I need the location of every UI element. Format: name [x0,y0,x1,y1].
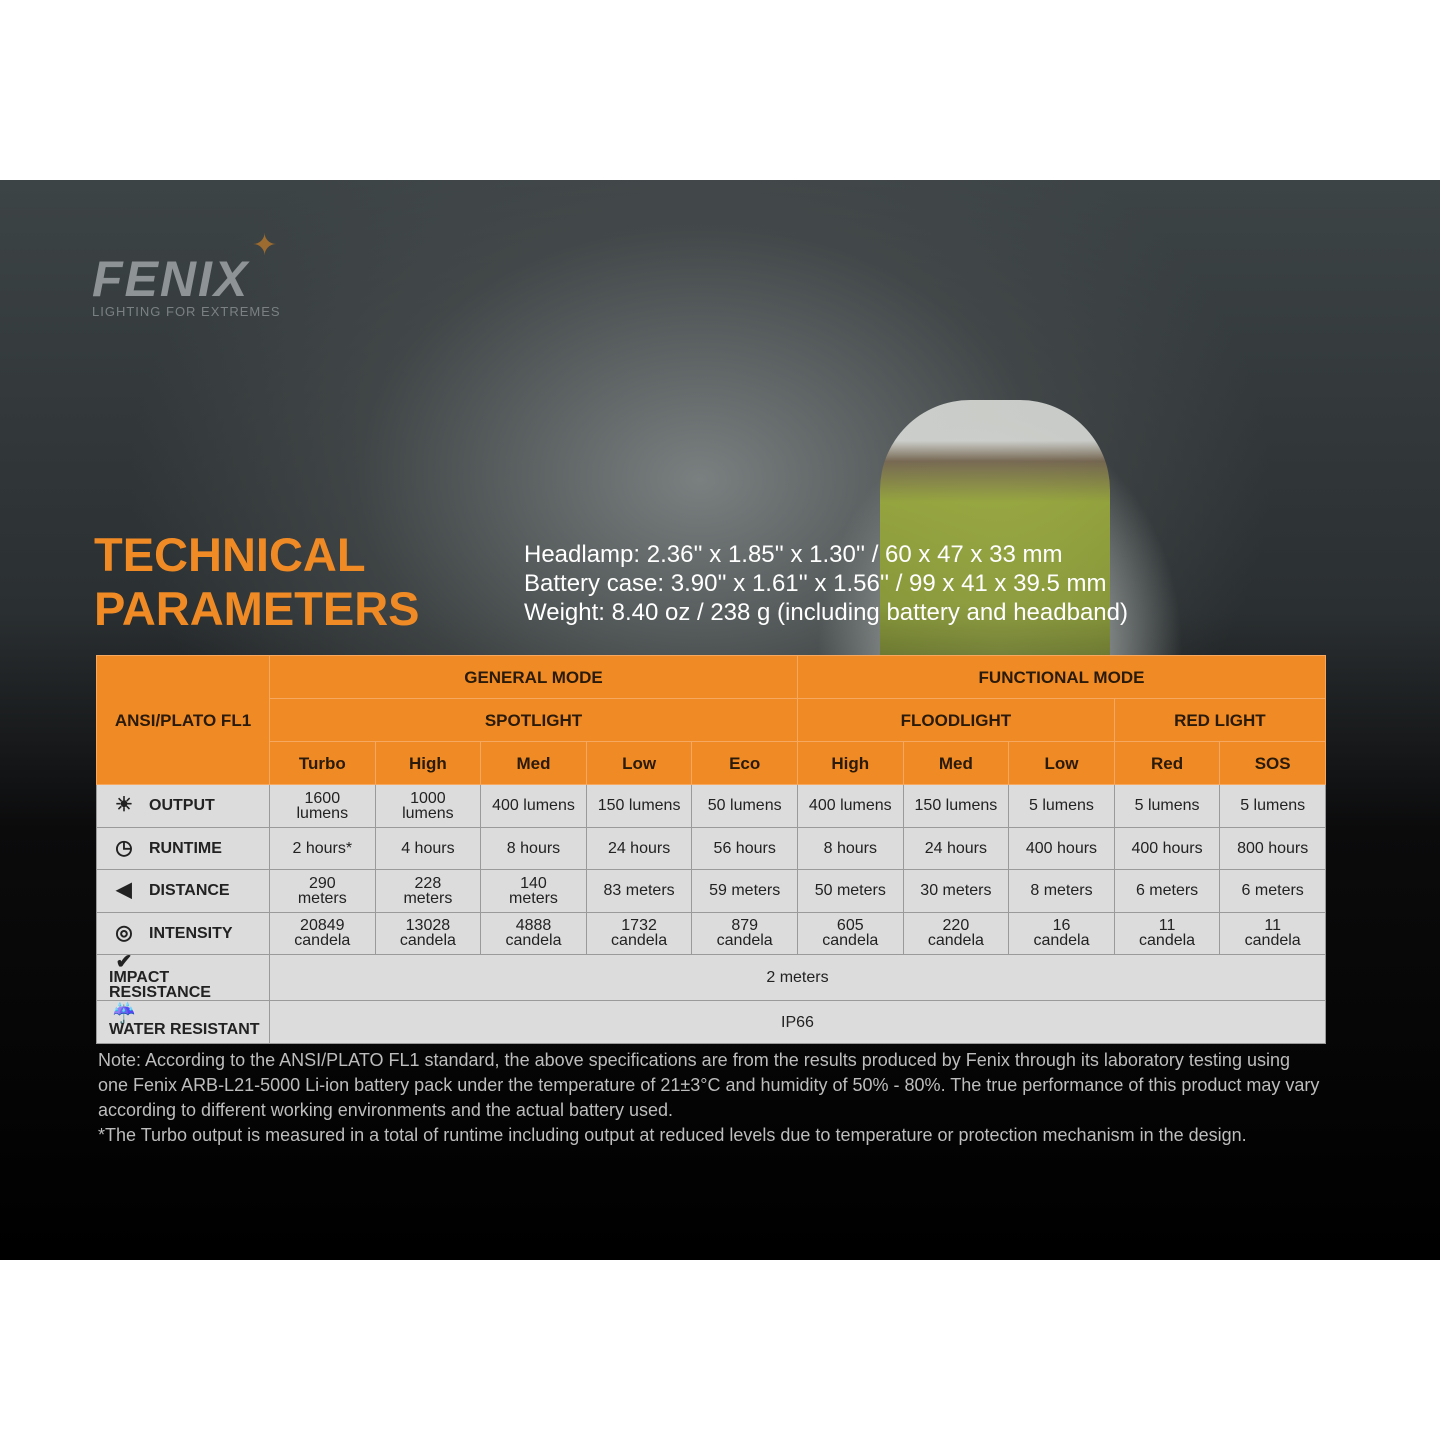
mode-header: Med [480,741,587,785]
table-row-water: ☔WATER RESISTANT IP66 [96,1000,1326,1044]
beam-distance-icon: ◀ [116,879,132,902]
product-banner: ✦ FENIX LIGHTING FOR EXTREMES TECHNICAL … [0,180,1440,1260]
table-cell: 16 candela [1008,911,1115,955]
rain-cloud-icon: ☔ [111,1003,137,1026]
table-cell: 20849 candela [269,911,376,955]
dimension-battery: Battery case: 3.90'' x 1.61'' x 1.56'' /… [524,570,1107,597]
table-cell: 11 candela [1219,911,1326,955]
table-cell: 5 lumens [1008,784,1115,828]
table-cell: 8 hours [480,826,587,870]
row-label-text: DISTANCE [149,882,230,900]
page-title: TECHNICAL PARAMETERS [94,528,420,636]
table-cell: 24 hours [585,826,693,870]
fenix-logo: ✦ FENIX LIGHTING FOR EXTREMES [92,229,281,319]
table-cell: 30 meters [902,869,1010,913]
table-row: ◀ DISTANCE 290 meters 228 meters 140 meters 8… [96,869,1326,913]
table-cell: 879 candela [691,911,798,955]
table-cell: 1732 candela [585,911,693,955]
table-row-impact: ✔IMPACT RESISTANCE 2 meters [96,951,1326,1002]
table-cell: 56 hours [691,826,798,870]
table-cell: 400 hours [1008,826,1115,870]
mode-header: Low [585,741,693,785]
mode-header: Red [1113,741,1221,785]
table-cell: 5 lumens [1113,784,1221,828]
mode-header: High [796,741,904,785]
table-cell: 140 meters [480,869,587,913]
table-cell: 1600 lumens [269,784,376,828]
subgroup-spotlight: SPOTLIGHT [269,698,798,742]
row-label: ☔WATER RESISTANT [96,1000,270,1044]
row-label-text: INTENSITY [149,924,233,942]
table-cell: 400 lumens [480,784,587,828]
table-cell: 150 lumens [585,784,693,828]
table-cell: 6 meters [1219,869,1326,913]
mode-header: Turbo [269,741,376,785]
table-cell: 4888 candela [480,911,587,955]
table-cell: 150 lumens [902,784,1010,828]
logo-brand: FENIX [92,251,250,307]
target-icon: ◎ [115,921,133,944]
table-cell: 4 hours [374,826,482,870]
dimensions: Headlamp: 2.36'' x 1.85'' x 1.30'' / 60 … [524,540,1128,627]
mode-header: Eco [691,741,798,785]
table-cell: 400 hours [1113,826,1221,870]
table-cell: 605 candela [796,911,904,955]
row-label: ☀ OUTPUT [96,784,270,828]
corner-header: ANSI/PLATO FL1 [96,655,270,785]
spec-table: ANSI/PLATO FL1 GENERAL MODE FUNCTIONAL M… [96,655,1326,1044]
table-cell: 83 meters [585,869,693,913]
row-label: ◀ DISTANCE [96,869,270,913]
table-cell: 228 meters [374,869,482,913]
table-row: ◷ RUNTIME 2 hours* 4 hours 8 hours 24 hours 56… [96,826,1326,870]
table-cell: 59 meters [691,869,798,913]
table-cell: 24 hours [902,826,1010,870]
table-cell: 50 lumens [691,784,798,828]
row-label: ◷ RUNTIME [96,826,270,870]
table-cell: 11 candela [1113,911,1221,955]
table-cell: 220 candela [902,911,1010,955]
row-label-text: IMPACT RESISTANCE [109,969,211,1002]
footnote: Note: According to the ANSI/PLATO FL1 st… [98,1048,1323,1148]
row-label-text: WATER RESISTANT [109,1021,260,1039]
title-line: PARAMETERS [94,582,420,635]
table-row: ◎ INTENSITY 20849 candela 13028 candela 4888… [96,911,1326,955]
impact-value: 2 meters [269,953,1326,1002]
star-icon: ✦ [252,229,278,262]
group-general: GENERAL MODE [269,655,798,699]
table-cell: 400 lumens [796,784,904,828]
impact-check-icon: ✔ [115,951,133,974]
dimension-weight: Weight: 8.40 oz / 238 g (including batte… [524,599,1128,626]
table-cell: 50 meters [796,869,904,913]
table-cell: 290 meters [269,869,376,913]
row-label: ◎ INTENSITY [96,911,270,955]
table-cell: 5 lumens [1219,784,1326,828]
subgroup-redlight: RED LIGHT [1113,698,1326,742]
table-cell: 8 meters [1008,869,1115,913]
title-line: TECHNICAL [94,528,366,581]
water-value: IP66 [269,1000,1326,1044]
dimension-headlamp: Headlamp: 2.36'' x 1.85'' x 1.30'' / 60 … [524,541,1063,568]
table-cell: 8 hours [796,826,904,870]
mode-header: High [374,741,482,785]
table-cell: 6 meters [1113,869,1221,913]
mode-header: Med [902,741,1010,785]
subgroup-floodlight: FLOODLIGHT [796,698,1115,742]
table-cell: 800 hours [1219,826,1326,870]
note-turbo: *The Turbo output is measured in a total… [98,1125,1247,1145]
logo-tagline: LIGHTING FOR EXTREMES [92,304,281,319]
light-rays-icon: ☀ [115,794,133,817]
clock-icon: ◷ [115,836,133,859]
note-text: Note: According to the ANSI/PLATO FL1 st… [98,1050,1320,1120]
row-label-text: RUNTIME [149,839,222,857]
table-cell: 1000 lumens [374,784,482,828]
table-row: ☀ OUTPUT 1600 lumens 1000 lumens 400 lumens 1… [96,784,1326,828]
table-cell: 13028 candela [374,911,482,955]
row-label: ✔IMPACT RESISTANCE [96,951,270,1002]
mode-header: Low [1008,741,1115,785]
row-label-text: OUTPUT [149,797,215,815]
group-functional: FUNCTIONAL MODE [796,655,1326,699]
mode-header: SOS [1219,741,1326,785]
table-cell: 2 hours* [269,826,376,870]
